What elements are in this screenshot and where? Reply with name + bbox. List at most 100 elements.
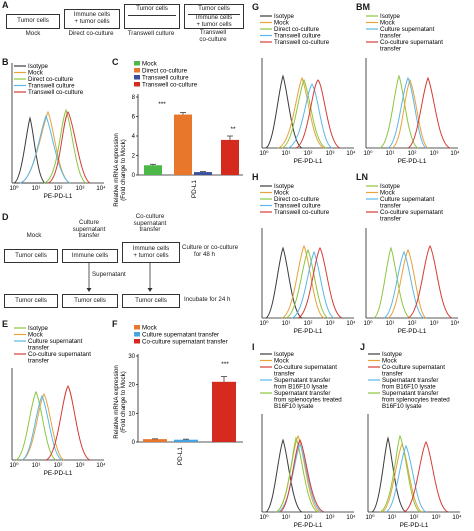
h-curve-transwell (291, 250, 335, 319)
legend-j-6: Supernatant transfer (382, 390, 438, 397)
e-tick-4: 10⁴ (96, 462, 106, 469)
a-twco-line1: Immune cells (195, 14, 233, 21)
h-curve-direct (285, 248, 329, 319)
d-supernatant: Supernatant (92, 271, 126, 278)
a-direct-box: Immune cells + tumor cells (64, 9, 120, 29)
c-sig-1: *** (158, 101, 166, 108)
d-c48-2: for 48 h (194, 250, 215, 258)
f-ylabel-2: (Fold change to Mock) (120, 371, 127, 433)
ln-tick-1: 10¹ (386, 321, 395, 327)
i-curve-isotype (265, 438, 303, 513)
i-tick-3: 10³ (326, 515, 335, 521)
j-curve-isotype (371, 436, 407, 513)
d-c48-1: Culture or co-culture (182, 244, 239, 251)
legend-c-3: Transwell co-culture (142, 82, 198, 89)
g-tick-0: 10⁰ (259, 150, 269, 157)
d-box-tumor: Tumor cells (4, 249, 58, 263)
f-yticks: 0 10 20 30 (128, 354, 138, 446)
e-ticks: 10⁰ 10¹ 10² 10³ 10⁴ (9, 462, 106, 469)
panel-label-c: C (112, 57, 119, 67)
panel-label-g: G (252, 2, 260, 12)
b-tick-1: 10¹ (32, 186, 41, 192)
legend-j: Isotype Mock Co-culture supernatant tran… (368, 351, 450, 410)
g-tick-4: 10⁴ (346, 150, 356, 157)
g-curve-isotype (265, 74, 303, 149)
legend-e: Isotype Mock Culture supernatant transfe… (14, 325, 91, 365)
d-box2-tumor-2: Tumor cells (62, 294, 118, 308)
legend-f: Mock Culture supernatant transfer Co-cul… (134, 325, 228, 346)
f-ylabel-1: Relative mRNA expression (113, 365, 120, 439)
legend-j-5: from B16F10 lysate (382, 384, 436, 391)
panel-label-bm: BM (356, 2, 370, 12)
b-tick-0: 10⁰ (9, 185, 19, 192)
d-box2-t3-text: Tumor cells (135, 296, 167, 304)
legend-i-3: transfer (274, 371, 295, 378)
h-tick-0: 10⁰ (259, 320, 269, 327)
ytick-label: 0 (132, 173, 136, 179)
j-tick-1: 10¹ (388, 515, 397, 521)
bm-curve-mock (391, 78, 429, 149)
legend-bm-0: Isotype (380, 13, 401, 20)
legend-e-2: Culture supernatant (28, 338, 83, 345)
legend-bm: Isotype Mock Culture supernatant transfe… (366, 13, 443, 53)
legend-i: Isotype Mock Co-culture supernatant tran… (260, 351, 342, 410)
d-ccst-1: Co-culture (135, 213, 165, 220)
e-tick-1: 10¹ (32, 463, 41, 469)
d-cst-caption: Culture supernatant transfer (62, 219, 116, 240)
legend-bm-5: transfer (380, 46, 401, 53)
bm-tick-2: 10² (408, 151, 417, 157)
d-culture-48: Culture or co-culture for 48 h (182, 244, 239, 258)
legend-i-5: from B16F10 lysate (274, 384, 328, 391)
e-curve-coculture (45, 385, 91, 461)
j-tick-2: 10² (410, 515, 419, 521)
a-tw-tumor: Tumor cells (136, 5, 168, 12)
e-curve-isotype (15, 390, 57, 461)
g-tick-2: 10² (304, 151, 313, 157)
ln-tick-3: 10³ (430, 321, 439, 327)
flow-histogram-b: Isotype Mock Direct co-culture Transwell… (9, 63, 106, 200)
j-curve-mock (381, 442, 423, 513)
legend-j-7: from splenocytes treated (382, 397, 450, 404)
legend-ln: Isotype Mock Culture supernatant transfe… (366, 183, 443, 223)
flow-histogram-bm: Isotype Mock Culture supernatant transfe… (363, 13, 460, 165)
legend-j-2: Co-culture supernatant (382, 364, 445, 371)
ytick-label: 10 (128, 411, 135, 417)
j-tick-4: 10⁴ (452, 514, 462, 521)
legend-h-2: Direct co-culture (274, 196, 320, 203)
ln-curve-isotype (373, 246, 411, 319)
legend-b-4: Transwell co-culture (28, 89, 84, 96)
legend-j-4: Supernatant transfer (382, 377, 438, 384)
flow-histogram-j: Isotype Mock Co-culture supernatant tran… (365, 351, 462, 529)
legend-h: Isotype Mock Direct co-culture Transwell… (260, 183, 330, 216)
legend-g-2: Direct co-culture (274, 26, 320, 33)
ln-curve-mock (387, 248, 427, 319)
b-curve-transwell (19, 114, 71, 184)
a-mock-box: Tumor cells (6, 14, 60, 29)
panel-label-j: J (360, 342, 366, 352)
h-curve-isotype (265, 246, 303, 319)
g-curve-mock (277, 76, 325, 149)
legend-i-2: Co-culture supernatant (274, 364, 337, 371)
legend-ln-5: transfer (380, 216, 401, 223)
d-box-it-1: Immune cells (132, 244, 170, 252)
legend-e-1: Mock (28, 332, 44, 339)
d-arrows (86, 262, 153, 292)
a-twco-box: Tumor cells Immune cells + tumor cells (184, 4, 244, 29)
i-curve-lysate (275, 436, 319, 513)
i-curve-coculture (279, 439, 325, 513)
legend-j-3: transfer (382, 371, 403, 378)
c-ylabel-1: Relative mRNA expression (113, 133, 120, 207)
g-tick-3: 10³ (326, 151, 335, 157)
bm-curve-culture (387, 76, 427, 149)
c-sig-2: ** (231, 126, 236, 133)
legend-j-1: Mock (382, 358, 398, 365)
legend-j-8: B16F10 lysate (382, 403, 422, 410)
legend-g-4: Transwell co-culture (274, 39, 330, 46)
ln-xlabel: PE-PD-L1 (398, 328, 427, 335)
d-incubate: Incubate for 24 h (184, 296, 231, 303)
i-tick-1: 10¹ (282, 515, 291, 521)
d-box2-t1-text: Tumor cells (15, 296, 47, 304)
i-xlabel: PE-PD-L1 (294, 522, 323, 529)
legend-c-swatch-2 (134, 75, 140, 80)
j-tick-3: 10³ (432, 515, 441, 521)
